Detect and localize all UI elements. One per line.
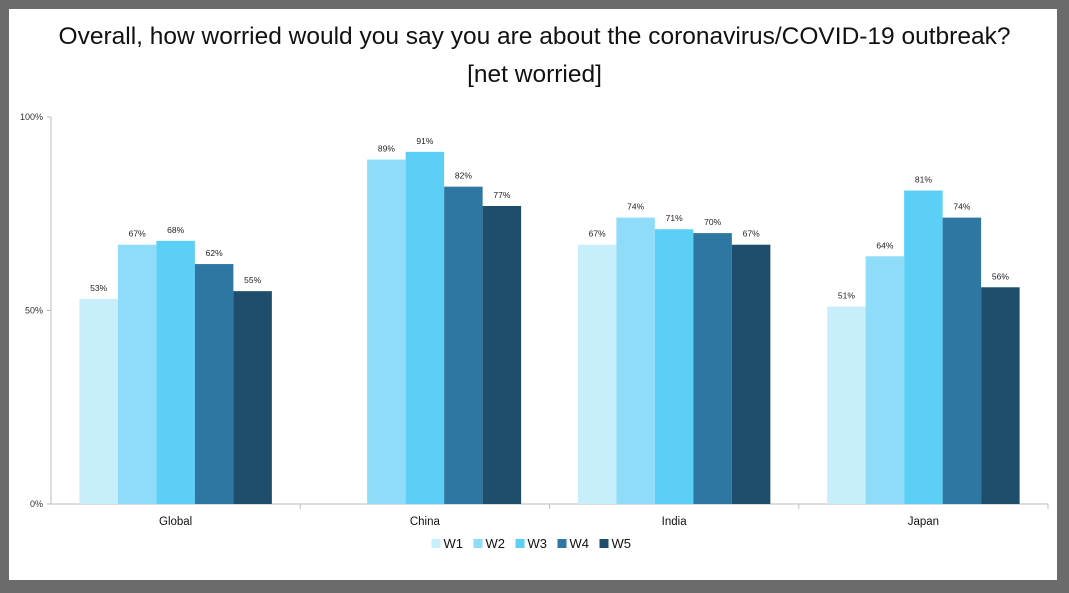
data-label: 74% [953,202,970,212]
legend-label: W5 [612,536,632,551]
data-label: 68% [167,225,184,235]
legend-label: W4 [570,536,590,551]
bar [942,217,982,504]
bar [827,306,866,504]
x-category-label: India [662,516,688,528]
data-label: 82% [455,171,472,181]
bar [367,159,406,504]
legend-label: W1 [444,536,464,551]
bar [233,291,272,504]
chart-title: Overall, how worried would you say you a… [58,23,1011,50]
chart-subtitle: [net worried] [467,61,602,88]
data-label: 89% [378,144,395,154]
legend-swatch [557,539,567,548]
legend-swatch [431,539,441,548]
legend-swatch [473,539,483,548]
data-label: 67% [743,229,760,239]
legend-label: W2 [486,536,506,551]
x-category-label: China [410,516,441,528]
y-tick-label: 0% [30,499,43,509]
bar [731,244,771,504]
y-tick-label: 50% [25,306,43,316]
data-label: 64% [876,240,893,250]
bar [616,217,655,504]
bar [194,264,234,504]
bar [405,151,445,504]
bar [482,206,522,504]
bar [865,256,905,504]
bar [654,229,694,505]
chart-title-block: Overall, how worried would you say you a… [0,18,1069,94]
bar [981,287,1020,504]
data-label: 74% [627,202,644,212]
x-category-label: Global [159,516,192,528]
data-label: 70% [704,217,721,227]
data-label: 67% [589,229,606,239]
data-label: 62% [206,248,223,258]
bar [693,233,732,504]
bar [577,244,617,504]
bar [79,298,118,504]
data-label: 91% [416,136,433,146]
y-tick-label: 100% [20,112,43,122]
legend-swatch [515,539,525,548]
bar [156,240,195,504]
data-label: 51% [838,291,855,301]
x-category-label: Japan [908,516,939,528]
bar [117,244,157,504]
bar [444,186,483,504]
data-label: 77% [493,190,510,200]
data-label: 71% [666,213,683,223]
legend-label: W3 [528,536,548,551]
data-label: 53% [90,283,107,293]
data-label: 55% [244,275,261,285]
data-label: 67% [129,229,146,239]
data-label: 56% [992,271,1009,281]
legend-swatch [599,539,609,548]
data-label: 81% [915,175,932,185]
bar [904,190,943,504]
